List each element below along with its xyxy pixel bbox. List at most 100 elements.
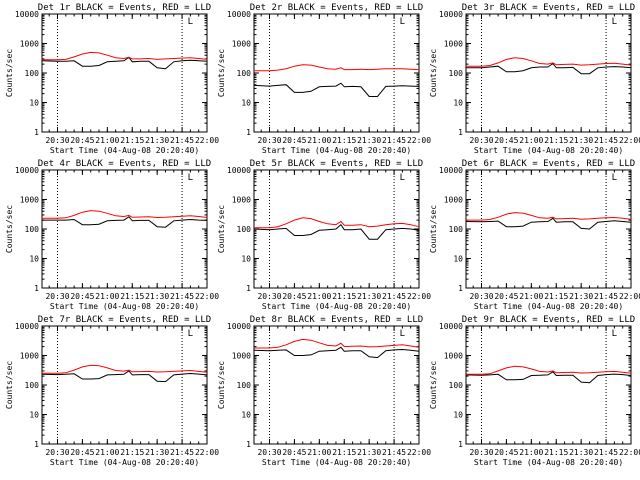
x-tick-label: 20:45 — [70, 136, 94, 145]
lld-series-line — [42, 51, 208, 61]
y-tick-label: 1 — [246, 284, 251, 293]
events-series-line — [466, 62, 632, 75]
y-axis-label: Counts/sec — [217, 361, 226, 409]
y-axis-label: Counts/sec — [5, 49, 14, 97]
x-tick-label: 21:45 — [594, 448, 618, 457]
plot-frame — [41, 325, 208, 445]
y-tick-label: 1000 — [20, 352, 39, 361]
x-tick-label: 20:30 — [257, 448, 281, 457]
y-tick-label: 1000 — [232, 352, 251, 361]
y-tick-label: 1000 — [20, 40, 39, 49]
y-axis-label: Counts/sec — [5, 205, 14, 253]
x-tick-label: 20:45 — [282, 136, 306, 145]
y-axis-label: Counts/sec — [5, 361, 14, 409]
lld-series-line — [466, 365, 632, 375]
x-tick-label: 21:00 — [95, 136, 119, 145]
x-tick-label: 21:15 — [120, 448, 144, 457]
x-axis-label: Start Time (04-Aug-08 20:20:40) — [262, 458, 411, 467]
flag-marker: L — [188, 329, 193, 339]
y-tick-label: 10000 — [15, 322, 39, 331]
y-axis-label: Counts/sec — [429, 49, 438, 97]
x-tick-label: 22:00 — [407, 136, 431, 145]
events-series-line — [465, 217, 632, 230]
y-tick-label: 100 — [25, 69, 40, 78]
x-tick-label: 21:00 — [519, 136, 543, 145]
x-tick-label: 21:30 — [145, 292, 169, 301]
x-tick-label: 20:30 — [45, 136, 69, 145]
x-axis-label: Start Time (04-Aug-08 20:20:40) — [262, 302, 411, 311]
plot-frame — [465, 325, 632, 445]
y-axis-label: Counts/sec — [217, 205, 226, 253]
x-tick-label: 20:45 — [70, 448, 94, 457]
x-tick-label: 22:00 — [195, 448, 219, 457]
x-axis-label: Start Time (04-Aug-08 20:20:40) — [474, 302, 623, 311]
y-axis-label: Counts/sec — [217, 49, 226, 97]
x-tick-label: 20:30 — [257, 292, 281, 301]
x-tick-label: 21:45 — [382, 136, 406, 145]
y-tick-label: 10 — [29, 411, 39, 420]
y-tick-label: 1000 — [232, 40, 251, 49]
y-tick-label: 100 — [25, 225, 40, 234]
plot-frame — [465, 169, 632, 289]
y-tick-label: 100 — [237, 225, 252, 234]
detector-panel-5: Det 5r BLACK = Events, RED = LLD 1 10 100 10… — [217, 159, 431, 311]
y-tick-label: 1000 — [444, 196, 463, 205]
y-tick-label: 10000 — [227, 166, 251, 175]
x-axis-label: Start Time (04-Aug-08 20:20:40) — [50, 458, 199, 467]
lld-series-line — [254, 217, 420, 229]
plot-frame — [253, 13, 420, 133]
x-tick-label: 21:15 — [120, 292, 144, 301]
x-tick-label: 21:00 — [307, 136, 331, 145]
panel-title: Det 8r BLACK = Events, RED = LLD — [250, 315, 423, 325]
plot-frame — [41, 169, 208, 289]
lld-series-line — [42, 364, 208, 374]
x-tick-label: 22:00 — [407, 292, 431, 301]
x-tick-label: 20:45 — [70, 292, 94, 301]
x-tick-label: 21:15 — [544, 292, 568, 301]
y-axis-label: Counts/sec — [429, 205, 438, 253]
x-axis-label: Start Time (04-Aug-08 20:20:40) — [474, 458, 623, 467]
flag-marker: L — [400, 329, 405, 339]
plot-frame — [465, 13, 632, 133]
y-tick-label: 1 — [458, 440, 463, 449]
y-tick-label: 10 — [29, 255, 39, 264]
y-tick-label: 10000 — [439, 322, 463, 331]
panel-title: Det 2r BLACK = Events, RED = LLD — [250, 3, 423, 13]
y-tick-label: 10000 — [227, 10, 251, 19]
events-series-line — [42, 216, 208, 228]
y-tick-label: 10 — [241, 255, 251, 264]
panel-title: Det 1r BLACK = Events, RED = LLD — [38, 3, 211, 13]
detector-panel-6: Det 6r BLACK = Events, RED = LLD 1 10 100 10… — [429, 159, 640, 311]
y-tick-label: 100 — [449, 225, 464, 234]
x-tick-label: 21:30 — [145, 448, 169, 457]
detector-panel-1: Det 1r BLACK = Events, RED = LLD 1 10 100 10… — [5, 3, 219, 155]
x-tick-label: 21:15 — [544, 136, 568, 145]
x-tick-label: 21:00 — [95, 292, 119, 301]
x-tick-label: 20:45 — [494, 292, 518, 301]
x-tick-label: 21:45 — [170, 136, 194, 145]
x-tick-label: 20:30 — [469, 448, 493, 457]
flag-marker: L — [612, 329, 617, 339]
x-tick-label: 20:30 — [469, 136, 493, 145]
panel-title: Det 6r BLACK = Events, RED = LLD — [462, 159, 635, 169]
detector-panel-8: Det 8r BLACK = Events, RED = LLD 1 10 100 10… — [217, 315, 431, 467]
x-tick-label: 21:45 — [382, 292, 406, 301]
x-axis-label: Start Time (04-Aug-08 20:20:40) — [50, 302, 199, 311]
detector-panel-2: Det 2r BLACK = Events, RED = LLD 1 10 100 10… — [217, 3, 431, 155]
events-series-line — [253, 346, 420, 359]
panel-title: Det 5r BLACK = Events, RED = LLD — [250, 159, 423, 169]
x-tick-label: 21:00 — [307, 448, 331, 457]
lld-series-line — [42, 210, 208, 219]
y-tick-label: 1000 — [232, 196, 251, 205]
flag-marker: L — [612, 17, 617, 27]
x-tick-label: 22:00 — [619, 292, 640, 301]
events-series-line — [253, 82, 420, 97]
x-tick-label: 21:15 — [120, 136, 144, 145]
x-tick-label: 21:15 — [332, 136, 356, 145]
x-axis-label: Start Time (04-Aug-08 20:20:40) — [474, 146, 623, 155]
x-tick-label: 21:30 — [569, 136, 593, 145]
y-tick-label: 100 — [25, 381, 40, 390]
y-tick-label: 1 — [34, 284, 39, 293]
detector-panel-3: Det 3r BLACK = Events, RED = LLD 1 10 100 10… — [429, 3, 640, 155]
